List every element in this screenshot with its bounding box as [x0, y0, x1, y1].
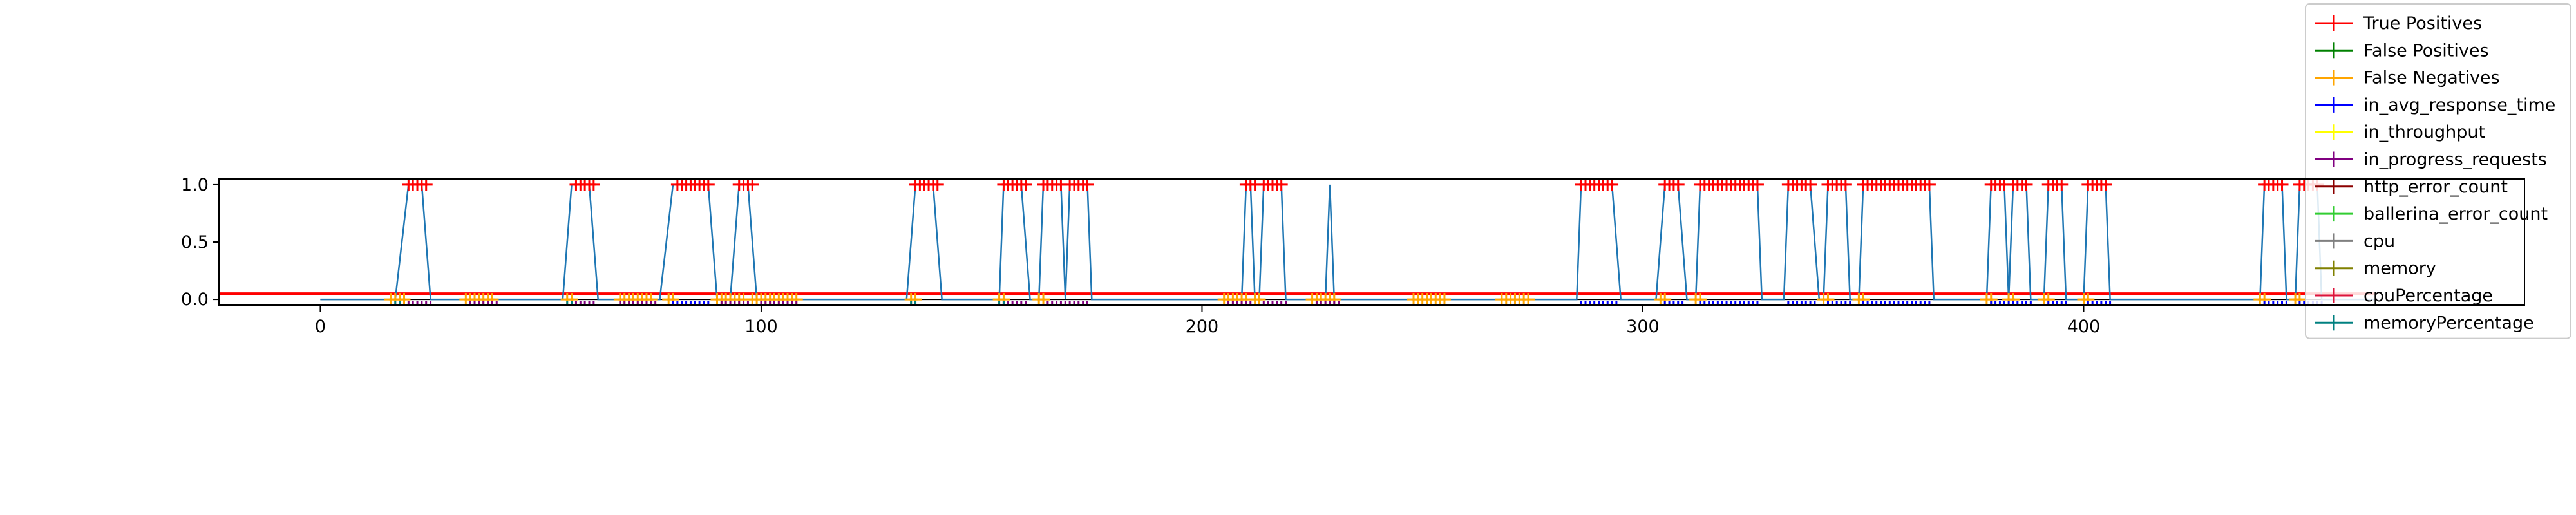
- false-negative-point: [1037, 293, 1050, 306]
- true-positive-point: [2099, 178, 2112, 191]
- true-positive-point: [1671, 178, 1685, 191]
- plot-area: [219, 178, 2375, 306]
- true-positive-point: [1605, 178, 1619, 191]
- x-tick-label: 100: [744, 317, 778, 337]
- true-positive-point: [746, 178, 759, 191]
- legend-label: memory: [2363, 259, 2436, 279]
- legend-label: cpuPercentage: [2363, 286, 2493, 306]
- y-tick-label: 0.0: [181, 290, 209, 310]
- false-negative-point: [1437, 293, 1451, 306]
- true-positive-point: [1922, 178, 1936, 191]
- true-positive-point: [1750, 178, 1764, 191]
- false-negative-point: [1522, 293, 1535, 306]
- y-tick-label: 1.0: [181, 175, 209, 195]
- true-positive-point: [931, 178, 944, 191]
- true-positive-point: [1019, 178, 1032, 191]
- true-positive-point: [1839, 178, 1852, 191]
- legend-label: memoryPercentage: [2363, 313, 2534, 333]
- legend-label: in_progress_requests: [2363, 150, 2547, 170]
- true-positive-point: [419, 178, 433, 191]
- false-negative-point: [397, 293, 411, 306]
- legend-label: True Positives: [2363, 14, 2482, 33]
- true-positive-point: [701, 178, 715, 191]
- x-tick-label: 300: [1626, 317, 1660, 337]
- legend-label: http_error_count: [2363, 177, 2508, 197]
- legend: True Positives False Positives False Negat…: [2305, 3, 2571, 339]
- y-tick-label: 0.5: [181, 232, 209, 252]
- y-axis: 0.0 0.5 1.0: [181, 175, 219, 310]
- legend-label: cpu: [2363, 231, 2395, 251]
- x-tick-label: 200: [1186, 317, 1219, 337]
- true-positive-point: [587, 178, 600, 191]
- true-positive-point: [2020, 178, 2033, 191]
- legend-label: in_throughput: [2363, 122, 2485, 142]
- true-positive-point: [1804, 178, 1817, 191]
- false-negative-point: [1253, 293, 1266, 306]
- axes-frame: [218, 178, 2525, 306]
- legend-label: ballerina_error_count: [2363, 204, 2548, 224]
- x-tick-label: 400: [2067, 317, 2101, 337]
- true-positive-point: [1274, 178, 1288, 191]
- legend-label: False Negatives: [2363, 68, 2500, 88]
- true-positive-point: [1081, 178, 1094, 191]
- anomaly-score-line: [320, 183, 2375, 301]
- true-positive-point: [2055, 178, 2069, 191]
- legend-label: False Positives: [2363, 41, 2489, 61]
- x-axis: 0 100 200 300 400: [315, 305, 2100, 337]
- x-tick-label: 0: [315, 317, 326, 337]
- true-positive-point: [2275, 178, 2289, 191]
- legend-box: [2305, 3, 2571, 339]
- legend-label: in_avg_response_time: [2363, 95, 2555, 115]
